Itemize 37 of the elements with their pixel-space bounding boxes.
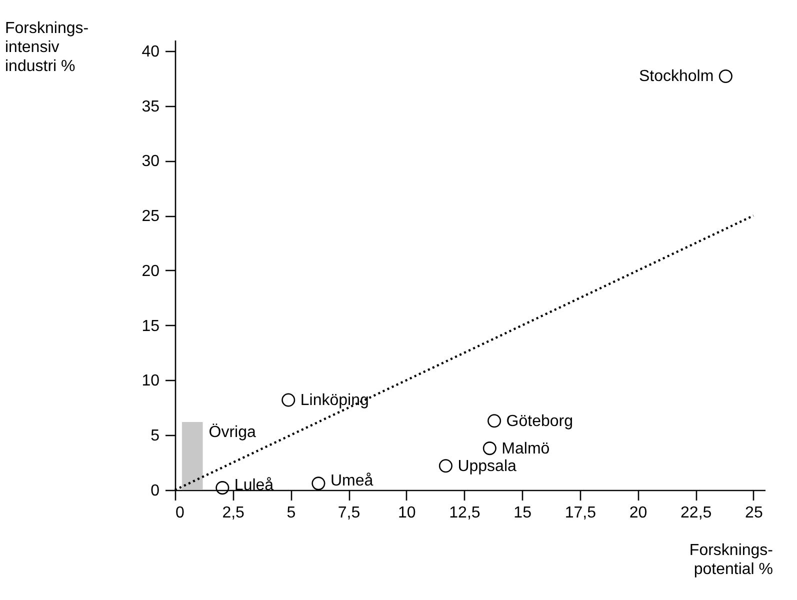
x-tick-label: 12,5 bbox=[449, 504, 480, 522]
x-tick-label: 10 bbox=[398, 504, 416, 522]
point bbox=[718, 69, 732, 83]
x-tick-label: 5 bbox=[286, 504, 296, 522]
y-tick-label: 10 bbox=[142, 372, 160, 390]
point bbox=[438, 459, 452, 473]
x-tick-label: 20 bbox=[629, 504, 648, 522]
x-tick-label: 7,5 bbox=[338, 504, 360, 522]
y-tick-label: 5 bbox=[150, 428, 160, 445]
point bbox=[282, 393, 296, 407]
y-tick-label: 0 bbox=[150, 482, 160, 500]
series-label: Övriga bbox=[208, 422, 256, 441]
y-tick-label: 30 bbox=[142, 153, 160, 170]
x-tick-label: 15 bbox=[514, 504, 532, 522]
x-tick-label: 22,5 bbox=[680, 504, 712, 522]
series-label: Uppsala bbox=[458, 458, 517, 475]
x-tick-label: 25 bbox=[745, 504, 763, 522]
series-label: Linköping bbox=[300, 392, 369, 409]
x-tick-label: 2,5 bbox=[222, 504, 245, 522]
y-tick-label: 25 bbox=[142, 208, 160, 226]
y-tick-label: 15 bbox=[142, 318, 160, 335]
y-tick-label: 40 bbox=[142, 43, 160, 60]
x-axis-title: Forsknings- potential % bbox=[689, 542, 773, 578]
y-axis-title: Forsknings- intensiv industri % bbox=[5, 20, 89, 75]
series-label: Stockholm bbox=[638, 68, 714, 86]
series-label: Malmö bbox=[502, 440, 550, 458]
y-tick-label: 20 bbox=[142, 262, 160, 280]
series-label: Umeå bbox=[330, 472, 374, 490]
series-label: Göteborg bbox=[506, 412, 574, 430]
series-label: Luleå bbox=[234, 476, 274, 494]
point bbox=[482, 442, 496, 456]
point bbox=[312, 476, 326, 490]
point bbox=[216, 481, 230, 495]
y-tick-label: 35 bbox=[142, 98, 160, 116]
x-tick-label: 0 bbox=[176, 504, 184, 522]
x-tick-label: 17,5 bbox=[564, 504, 596, 522]
point bbox=[488, 414, 502, 428]
